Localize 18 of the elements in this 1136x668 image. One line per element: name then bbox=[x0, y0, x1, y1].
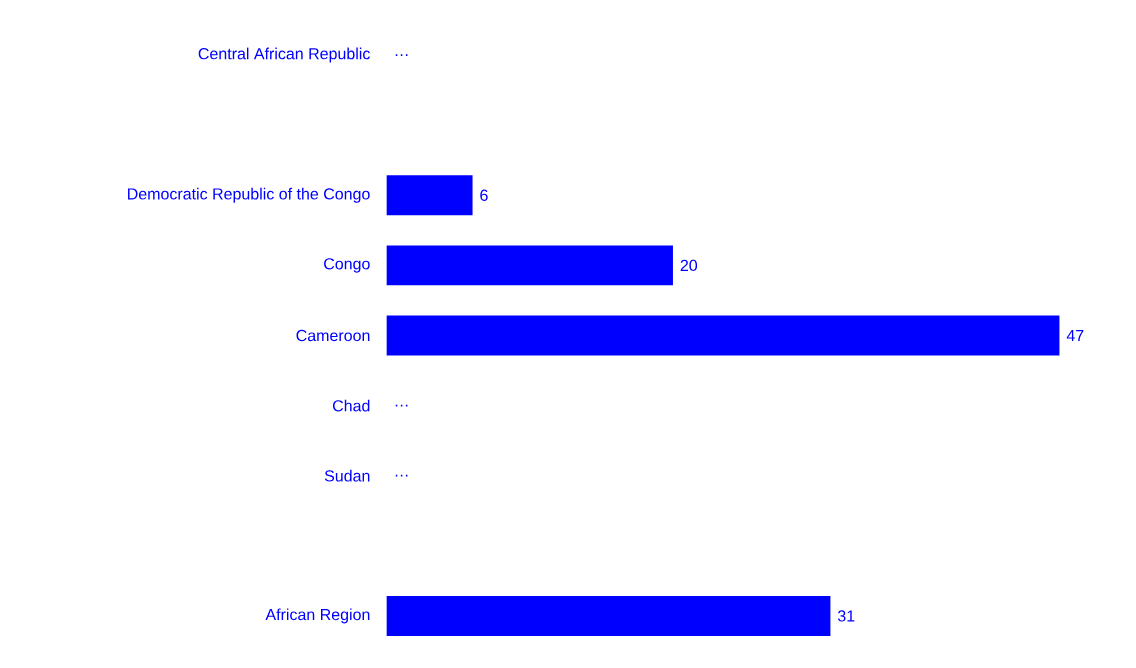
data-label: 47 bbox=[1066, 330, 1084, 341]
text: … bbox=[395, 474, 408, 477]
y-tick-label: Cameroon bbox=[296, 329, 370, 342]
y-tick-label: Central African Republic bbox=[198, 47, 370, 63]
y-tick-label: African Region bbox=[265, 608, 370, 624]
bar bbox=[386, 245, 673, 286]
data-label: 6 bbox=[480, 189, 488, 201]
data-label: 20 bbox=[680, 259, 698, 272]
y-tick-label: Sudan bbox=[324, 469, 370, 482]
y-tick-label: Democratic Republic of the Congo bbox=[128, 187, 370, 203]
text: … bbox=[395, 54, 408, 56]
text: … bbox=[395, 404, 408, 407]
bar bbox=[386, 315, 1060, 356]
bar bbox=[386, 175, 473, 216]
bar bbox=[386, 595, 831, 636]
y-tick-label: Chad bbox=[332, 399, 370, 412]
y-tick-label: Congo bbox=[324, 258, 370, 273]
data-label: 31 bbox=[837, 610, 855, 622]
